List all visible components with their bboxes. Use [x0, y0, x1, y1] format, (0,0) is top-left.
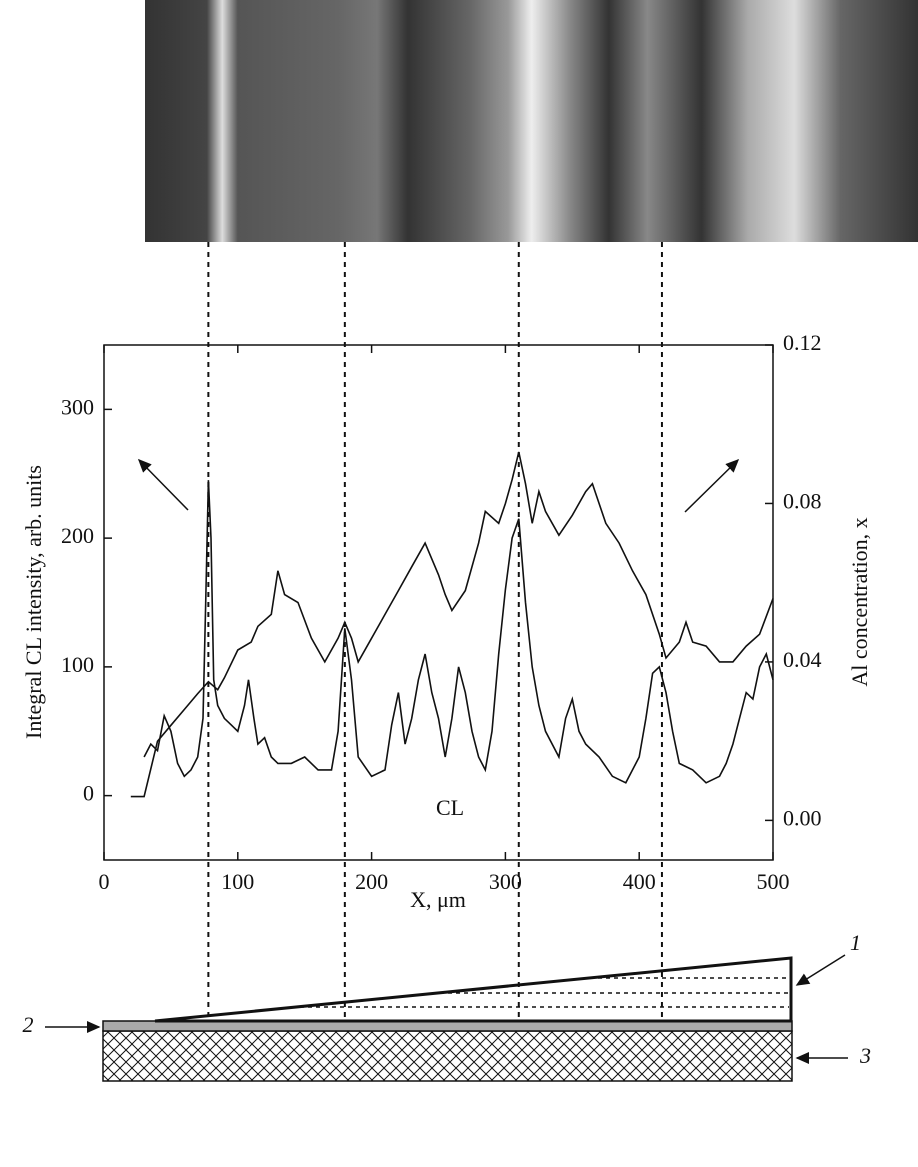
series-line — [143, 480, 774, 784]
series-line — [130, 451, 774, 798]
y2-tick-label: 0.04 — [783, 647, 822, 672]
x-tick-label: 500 — [757, 869, 790, 894]
x-tick-label: 400 — [623, 869, 656, 894]
x-axis-label: X, μm — [410, 887, 466, 912]
y-axis-label: Integral CL intensity, arb. units — [21, 465, 46, 739]
y2-tick-label: 0.08 — [783, 489, 822, 514]
axis-arrow — [137, 458, 189, 511]
y-tick-label: 200 — [61, 523, 94, 548]
y-tick-label: 100 — [61, 652, 94, 677]
x-tick-label: 300 — [489, 869, 522, 894]
layer-label: 1 — [850, 930, 861, 955]
wedge-layer — [154, 956, 793, 1023]
x-tick-label: 100 — [221, 869, 254, 894]
y-tick-label: 0 — [83, 781, 94, 806]
label-arrow — [795, 954, 846, 986]
x-tick-label: 0 — [99, 869, 110, 894]
y2-axis-label: Al concentration, x — [847, 517, 872, 686]
series-label: CL — [436, 795, 464, 820]
x-tick-label: 200 — [355, 869, 388, 894]
layer-label: 2 — [23, 1012, 34, 1037]
substrate — [102, 1030, 793, 1082]
y-tick-label: 300 — [61, 394, 94, 419]
wedge-dash — [300, 977, 789, 1008]
layer-label: 3 — [859, 1043, 871, 1068]
y2-tick-label: 0.12 — [783, 330, 822, 355]
cl-image — [145, 0, 918, 242]
axis-arrow — [684, 458, 740, 513]
y2-tick-label: 0.00 — [783, 805, 822, 830]
plot-frame — [103, 344, 774, 861]
